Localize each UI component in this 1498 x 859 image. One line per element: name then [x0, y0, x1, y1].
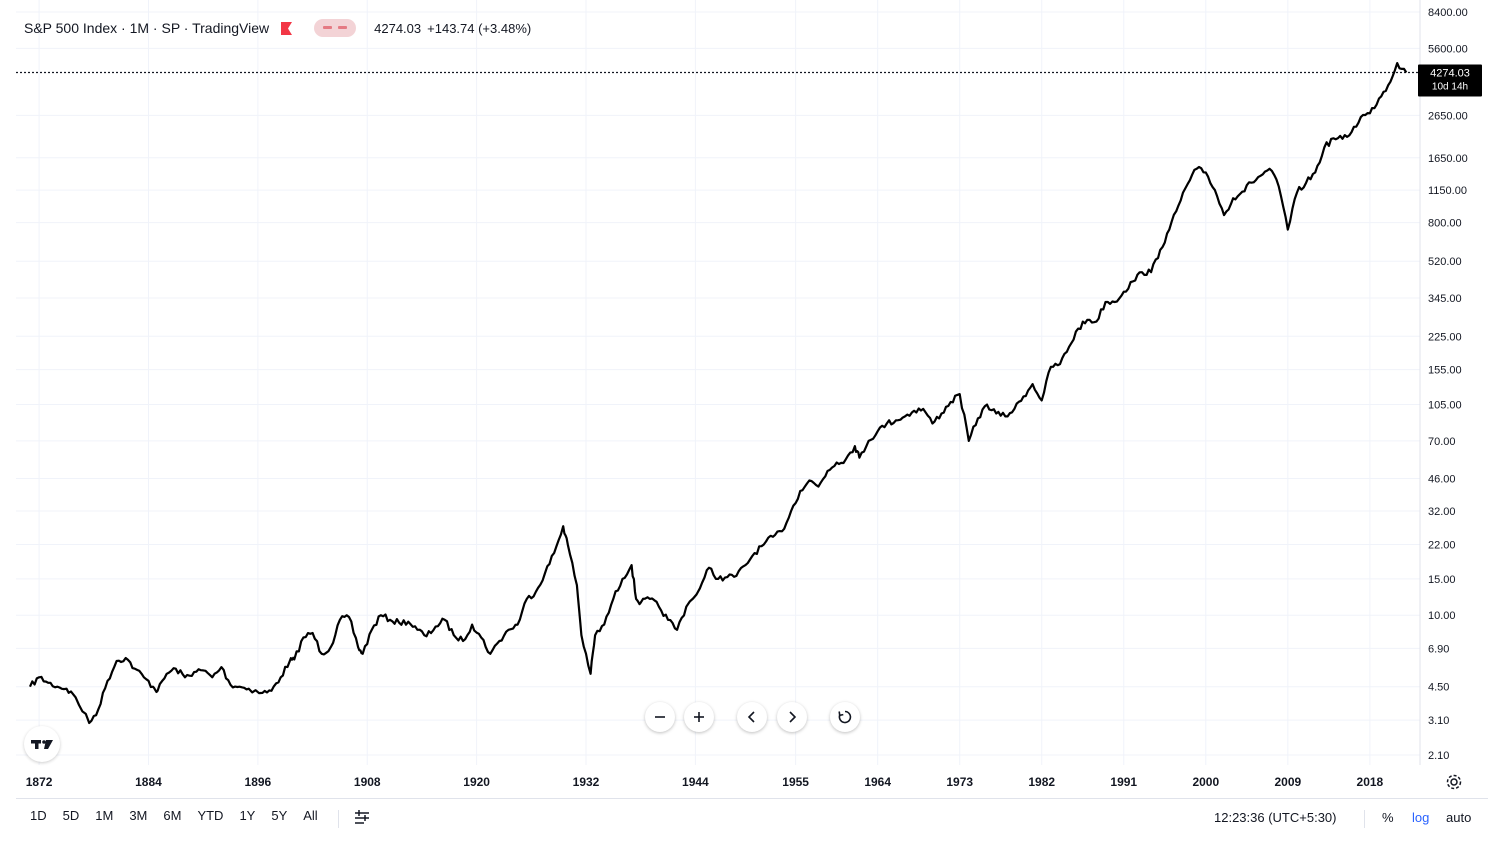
calendar-icon[interactable]: [352, 808, 372, 828]
y-tick-label: 32.00: [1428, 506, 1456, 518]
header-price: 4274.03: [374, 20, 422, 36]
y-tick-label: 46.00: [1428, 473, 1456, 485]
y-tick-label: 4.50: [1428, 682, 1449, 694]
x-tick-label: 1944: [682, 775, 709, 789]
range-1y[interactable]: 1Y: [239, 808, 256, 823]
x-tick-label: 1955: [782, 775, 809, 789]
log-scale-toggle[interactable]: log: [1412, 810, 1430, 825]
scroll-right-button[interactable]: [777, 702, 807, 732]
status-pill[interactable]: [314, 19, 357, 37]
x-tick-label: 2000: [1192, 775, 1219, 789]
x-tick-label: 1991: [1110, 775, 1137, 789]
y-tick-label: 2.10: [1428, 750, 1449, 762]
flag-icon[interactable]: [281, 21, 293, 35]
minus-icon: [655, 716, 665, 718]
x-tick-label: 1884: [135, 775, 162, 789]
y-tick-label: 10.00: [1428, 610, 1456, 622]
y-axis-tick-labels: 8400.00 5600.00 2650.00 1650.00 1150.00 800.0…: [1428, 7, 1468, 762]
status-equals-icon: [338, 26, 348, 29]
x-tick-label: 1896: [245, 775, 272, 789]
x-tick-label: 1964: [864, 775, 891, 789]
last-price-tag-value: 4274.03: [1430, 68, 1470, 80]
reset-chart-button[interactable]: [830, 702, 860, 732]
range-6m[interactable]: 6M: [163, 808, 182, 823]
x-tick-label: 2009: [1274, 775, 1301, 789]
x-tick-label: 1908: [354, 775, 381, 789]
y-tick-label: 22.00: [1428, 540, 1456, 552]
gear-icon[interactable]: [1444, 772, 1464, 792]
range-all[interactable]: All: [303, 808, 318, 823]
range-selector: 1D 5D 1M 3M 6M YTD 1Y 5Y All: [30, 808, 334, 823]
y-tick-label: 800.00: [1428, 218, 1462, 230]
x-tick-label: 1920: [463, 775, 490, 789]
y-tick-label: 1650.00: [1428, 153, 1468, 165]
reset-icon: [838, 710, 852, 724]
x-tick-label: 1982: [1028, 775, 1055, 789]
y-tick-label: 520.00: [1428, 256, 1462, 268]
y-tick-label: 3.10: [1428, 715, 1449, 727]
y-tick-label: 225.00: [1428, 331, 1462, 343]
y-tick-label: 345.00: [1428, 293, 1462, 305]
chevron-left-icon: [747, 711, 755, 723]
chart-header: S&P 500 Index · 1M · SP · TradingView 42…: [24, 17, 531, 39]
y-tick-label: 5600.00: [1428, 43, 1468, 55]
x-axis-tick-labels: 1872 1884 1896 1908 1920 1932 1944 1955 1964 1973…: [26, 775, 1384, 789]
horizontal-gridlines: [16, 11, 1420, 756]
y-tick-label: 15.00: [1428, 574, 1456, 586]
bottom-toolbar: 1D 5D 1M 3M 6M YTD 1Y 5Y All 12:23:36 (U…: [0, 798, 1498, 838]
chevron-right-icon: [789, 711, 797, 723]
y-tick-label: 155.00: [1428, 365, 1462, 377]
x-tick-label: 1872: [26, 775, 53, 789]
tradingview-logo[interactable]: [24, 726, 60, 762]
range-1d[interactable]: 1D: [30, 808, 47, 823]
zoom-out-button[interactable]: [645, 702, 675, 732]
range-5y[interactable]: 5Y: [271, 808, 288, 823]
toolbar-divider: [16, 798, 1488, 799]
symbol-title[interactable]: S&P 500 Index · 1M · SP · TradingView: [24, 20, 270, 36]
y-tick-label: 8400.00: [1428, 7, 1468, 19]
plus-icon: [694, 712, 704, 722]
y-tick-label: 1150.00: [1428, 185, 1467, 197]
toolbar-separator-right: [1364, 810, 1365, 828]
y-tick-label: 70.00: [1428, 436, 1456, 448]
x-tick-label: 2018: [1357, 775, 1384, 789]
y-tick-label: 6.90: [1428, 643, 1449, 655]
last-price-tag: 4274.03 10d 14h: [1418, 64, 1482, 97]
y-tick-label: 2650.00: [1428, 110, 1468, 122]
range-1m[interactable]: 1M: [95, 808, 114, 823]
zoom-in-button[interactable]: [684, 702, 714, 732]
last-price-tag-background: [1418, 64, 1482, 97]
header-change: +143.74 (+3.48%): [427, 20, 532, 36]
tradingview-logo-icon: [31, 740, 53, 749]
auto-scale-toggle[interactable]: auto: [1446, 810, 1472, 825]
toolbar-separator: [338, 810, 339, 828]
series-line-sp500[interactable]: [28, 62, 1408, 725]
percent-scale-toggle[interactable]: %: [1382, 810, 1394, 825]
scroll-left-button[interactable]: [737, 702, 767, 732]
range-ytd[interactable]: YTD: [197, 808, 224, 823]
x-tick-label: 1973: [946, 775, 973, 789]
range-5d[interactable]: 5D: [62, 808, 80, 823]
vertical-gridlines: [38, 0, 1371, 765]
x-tick-label: 1932: [573, 775, 600, 789]
range-3m[interactable]: 3M: [129, 808, 148, 823]
clock-readout[interactable]: 12:23:36 (UTC+5:30): [1214, 810, 1337, 825]
y-tick-label: 105.00: [1428, 400, 1462, 412]
last-price-tag-countdown: 10d 14h: [1432, 82, 1468, 93]
status-dash-icon: [323, 26, 333, 29]
